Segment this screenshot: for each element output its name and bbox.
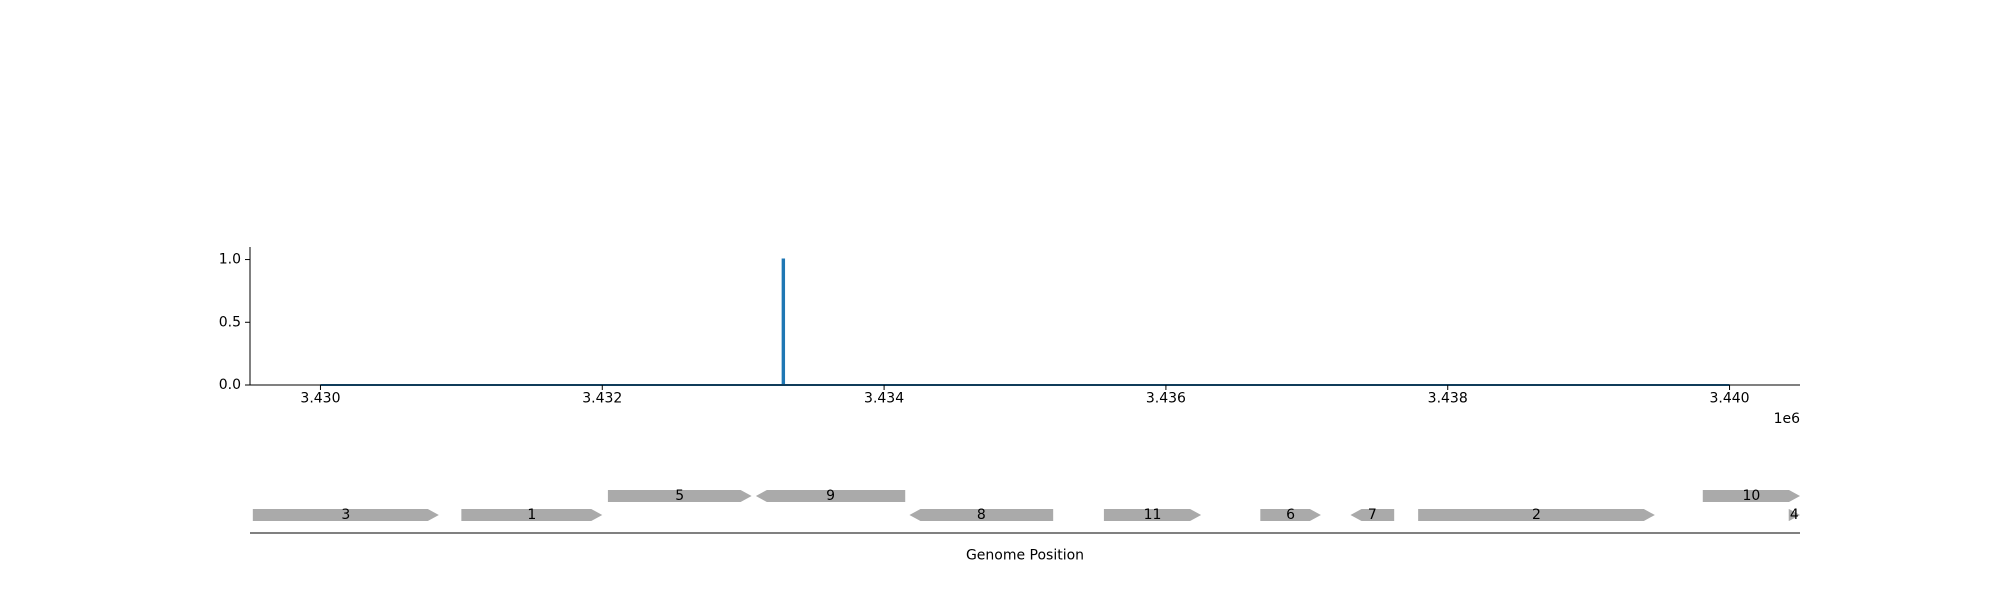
gene-arrow-1	[461, 509, 603, 521]
x-offset-label: 1e6	[1774, 411, 1801, 427]
gene-label-3: 3	[341, 507, 350, 523]
gene-arrow-3	[252, 509, 439, 521]
gene-arrow-10	[1702, 490, 1800, 502]
y-tick-label: 1.0	[219, 252, 241, 268]
gene-arrows-group: 3 1 5 9 8 11 6 7 2 10 4	[252, 488, 1800, 523]
gene-arrow-2	[1418, 509, 1655, 521]
x-tick-label: 3.438	[1428, 391, 1468, 407]
signal-series-line-0	[320, 258, 1730, 386]
gene-label-4: 4	[1790, 507, 1799, 523]
gene-label-7: 7	[1368, 507, 1377, 523]
x-tick-label: 3.432	[582, 391, 622, 407]
gene-arrow-4	[1788, 509, 1800, 521]
gene-arrow-5	[607, 490, 752, 502]
x-tick-group: 3.430 3.432 3.434 3.436 3.438 3.440	[300, 385, 1750, 407]
gene-arrow-6	[1260, 509, 1321, 521]
signal-series-group	[320, 258, 1730, 386]
signal-plot-panel: 3.430 3.432 3.434 3.436 3.438 3.440 0.0 0.5 1.0…	[219, 247, 1800, 427]
x-tick-label: 3.436	[1146, 391, 1186, 407]
gene-arrow-7	[1350, 509, 1395, 521]
gene-label-9: 9	[826, 488, 835, 504]
x-tick-label: 3.440	[1709, 391, 1749, 407]
gene-label-5: 5	[675, 488, 684, 504]
gene-map-panel: 3 1 5 9 8 11 6 7 2 10 4 Genome Position	[250, 488, 1800, 564]
gene-label-8: 8	[977, 507, 986, 523]
gene-label-6: 6	[1286, 507, 1295, 523]
x-tick-label: 3.434	[864, 391, 904, 407]
y-tick-label: 0.0	[219, 377, 241, 393]
gene-label-1: 1	[527, 507, 536, 523]
gene-label-11: 11	[1144, 507, 1162, 523]
gene-arrow-8	[909, 509, 1054, 521]
y-tick-group: 0.0 0.5 1.0	[219, 252, 250, 393]
x-tick-label: 3.430	[300, 391, 340, 407]
y-tick-label: 0.5	[219, 314, 241, 330]
gene-label-2: 2	[1532, 507, 1541, 523]
gene-label-10: 10	[1742, 488, 1760, 504]
gene-arrow-11	[1103, 509, 1202, 521]
gene-arrow-9	[755, 490, 906, 502]
gene-map-x-label: Genome Position	[966, 548, 1084, 564]
